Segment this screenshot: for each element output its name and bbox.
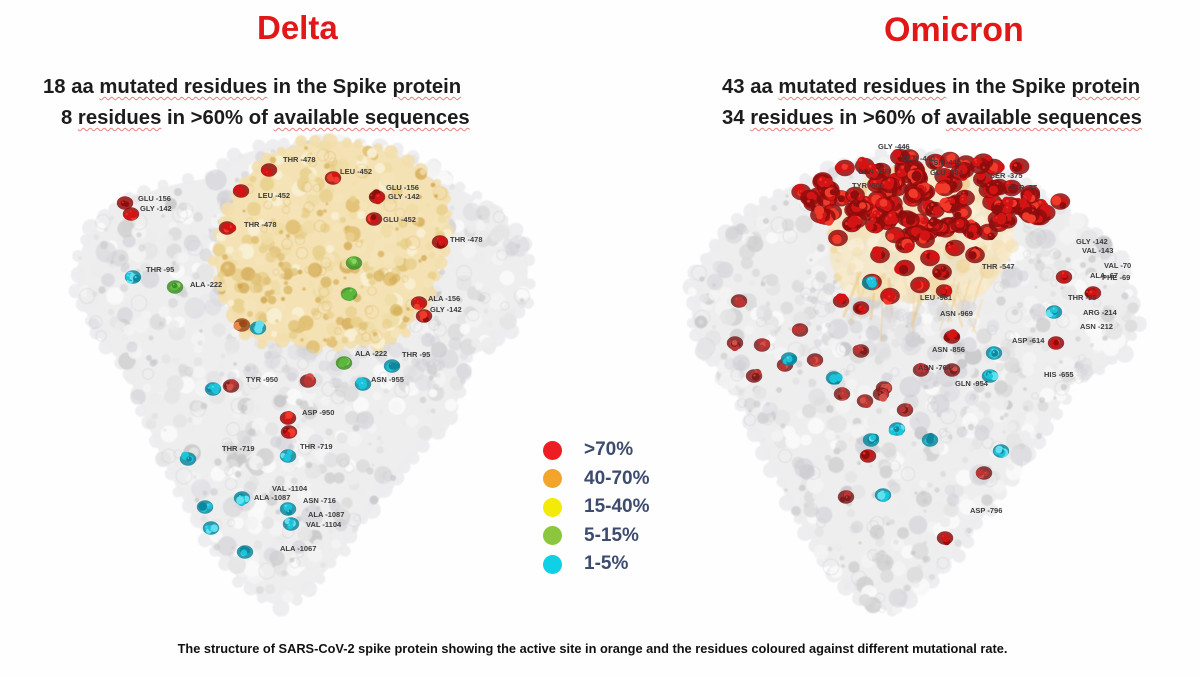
svg-text:GLY -142: GLY -142	[388, 192, 420, 201]
svg-text:GLY -142: GLY -142	[1076, 237, 1108, 246]
svg-text:GLY -142: GLY -142	[430, 305, 462, 314]
svg-text:ASP -796: ASP -796	[970, 506, 1002, 515]
svg-text:ALA -1067: ALA -1067	[280, 544, 316, 553]
svg-text:THR -478: THR -478	[283, 155, 316, 164]
svg-text:ASP -950: ASP -950	[302, 408, 334, 417]
svg-text:PHE -69: PHE -69	[1102, 273, 1130, 282]
svg-text:GLN -440: GLN -440	[902, 154, 935, 163]
svg-text:ALA -1087: ALA -1087	[254, 493, 290, 502]
svg-text:SER -375: SER -375	[990, 171, 1023, 180]
svg-text:ASN -440: ASN -440	[928, 158, 961, 167]
svg-text:THR -478: THR -478	[244, 220, 277, 229]
svg-text:VAL -1104: VAL -1104	[272, 484, 308, 493]
svg-text:ASN -212: ASN -212	[1080, 322, 1113, 331]
svg-text:ARG -214: ARG -214	[1083, 308, 1118, 317]
svg-text:VAL -70: VAL -70	[1104, 261, 1131, 270]
svg-text:GLU -156: GLU -156	[386, 183, 419, 192]
svg-text:THR -95: THR -95	[402, 350, 430, 359]
svg-text:GLU -484: GLU -484	[930, 168, 964, 177]
svg-text:THR -478: THR -478	[450, 235, 483, 244]
svg-text:ASN -716: ASN -716	[303, 496, 336, 505]
svg-text:HIS -655: HIS -655	[1044, 370, 1074, 379]
svg-text:LEU -452: LEU -452	[258, 191, 290, 200]
svg-text:GLN -954: GLN -954	[955, 379, 989, 388]
svg-text:ASN -969: ASN -969	[940, 309, 973, 318]
svg-text:ALA -222: ALA -222	[190, 280, 222, 289]
svg-text:ASN -955: ASN -955	[371, 375, 404, 384]
svg-text:THR -547: THR -547	[982, 262, 1015, 271]
svg-text:ALA -156: ALA -156	[428, 294, 460, 303]
svg-text:GLU -156: GLU -156	[138, 194, 171, 203]
svg-text:THR -95: THR -95	[146, 265, 174, 274]
svg-text:ALA -67: ALA -67	[1090, 271, 1118, 280]
svg-text:LEU -981: LEU -981	[920, 293, 952, 302]
svg-text:THR -95: THR -95	[1068, 293, 1096, 302]
svg-text:LEU -452: LEU -452	[340, 167, 372, 176]
svg-text:GLU -452: GLU -452	[383, 215, 416, 224]
svg-text:ASN -764: ASN -764	[918, 363, 952, 372]
svg-text:ALA -222: ALA -222	[355, 349, 387, 358]
svg-text:GLN -493: GLN -493	[858, 167, 891, 176]
svg-text:TYR -505: TYR -505	[852, 181, 884, 190]
svg-text:GER -37: GER -37	[1008, 183, 1037, 192]
svg-text:THR -719: THR -719	[222, 444, 255, 453]
svg-text:VAL -143: VAL -143	[1082, 246, 1113, 255]
svg-text:ASP -614: ASP -614	[1012, 336, 1045, 345]
svg-text:ASN -856: ASN -856	[932, 345, 965, 354]
svg-text:VAL -1104: VAL -1104	[306, 520, 342, 529]
svg-text:TYR -950: TYR -950	[246, 375, 278, 384]
svg-text:THR -719: THR -719	[300, 442, 333, 451]
svg-text:GLY -142: GLY -142	[140, 204, 172, 213]
svg-text:ALA -1087: ALA -1087	[308, 510, 344, 519]
svg-text:GLY -446: GLY -446	[878, 142, 910, 151]
